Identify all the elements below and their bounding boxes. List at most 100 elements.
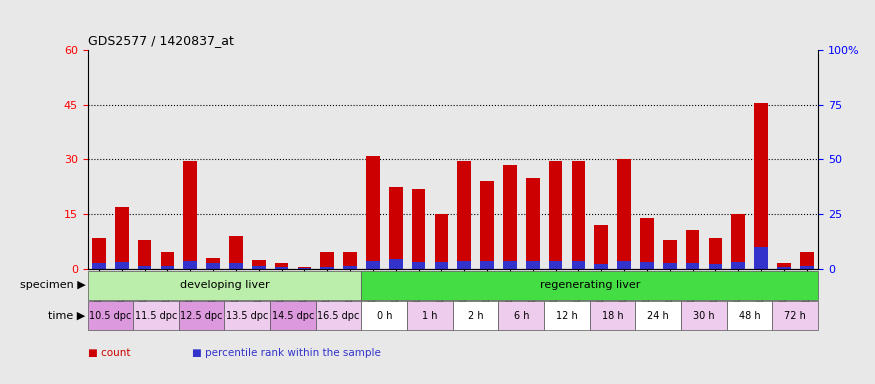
Bar [137,265,151,269]
Text: 24 h: 24 h [648,311,669,321]
Bar [480,261,494,269]
Bar [617,261,631,269]
Text: 72 h: 72 h [784,311,806,321]
Bar [298,267,311,269]
Bar [412,262,425,269]
Bar [343,265,357,269]
Bar [549,161,563,269]
Bar [503,261,517,269]
Text: 30 h: 30 h [693,311,715,321]
Bar [270,301,316,330]
Bar [453,301,499,330]
Bar [681,301,727,330]
Bar [343,252,357,269]
Bar [526,261,540,269]
Bar [361,301,407,330]
Bar [252,260,266,269]
Bar [640,218,654,269]
Text: developing liver: developing liver [179,280,270,290]
Text: ■ count: ■ count [88,348,130,358]
Bar [206,258,220,269]
Bar [275,263,289,269]
Bar [320,252,334,269]
Bar [800,252,814,269]
Text: 12.5 dpc: 12.5 dpc [180,311,223,321]
Text: 12 h: 12 h [556,311,578,321]
Bar [435,214,448,269]
Bar [732,262,746,269]
Bar [320,266,334,269]
Bar [458,161,471,269]
Bar [298,268,311,269]
Bar [777,266,791,269]
Bar [184,161,197,269]
Bar [635,301,681,330]
Bar [407,301,453,330]
Text: specimen ▶: specimen ▶ [20,280,86,290]
Bar [549,261,563,269]
Bar [754,103,768,269]
Bar [275,266,289,269]
Bar [777,263,791,269]
Text: 13.5 dpc: 13.5 dpc [226,311,269,321]
Text: 14.5 dpc: 14.5 dpc [272,311,314,321]
Bar [480,181,494,269]
Text: 48 h: 48 h [738,311,760,321]
Bar [709,238,722,269]
Bar [503,165,517,269]
Text: 2 h: 2 h [468,311,484,321]
Bar [754,247,768,269]
Bar [366,261,380,269]
Text: GDS2577 / 1420837_at: GDS2577 / 1420837_at [88,34,234,47]
Bar [571,261,585,269]
Text: 10.5 dpc: 10.5 dpc [89,311,131,321]
Bar [115,262,129,269]
Bar [366,156,380,269]
Bar [88,301,133,330]
Text: time ▶: time ▶ [48,311,86,321]
Bar [773,301,818,330]
Bar [640,262,654,269]
Bar [229,236,242,269]
Bar [225,301,270,330]
Bar [92,263,106,269]
Text: 11.5 dpc: 11.5 dpc [135,311,177,321]
Bar [732,214,746,269]
Bar [663,240,676,269]
Text: 1 h: 1 h [423,311,438,321]
Bar [115,207,129,269]
Bar [361,271,818,300]
Bar [178,301,225,330]
Bar [92,238,106,269]
Bar [499,301,544,330]
Bar [594,265,608,269]
Text: 18 h: 18 h [602,311,624,321]
Bar [184,261,197,269]
Bar [88,271,361,300]
Bar [686,263,699,269]
Text: 0 h: 0 h [376,311,392,321]
Bar [316,301,361,330]
Bar [412,189,425,269]
Bar [133,301,178,330]
Bar [617,159,631,269]
Bar [663,263,676,269]
Bar [526,178,540,269]
Bar [594,225,608,269]
Bar [388,187,402,269]
Bar [388,259,402,269]
Bar [229,263,242,269]
Bar [571,161,585,269]
Text: 16.5 dpc: 16.5 dpc [318,311,360,321]
Text: ■ percentile rank within the sample: ■ percentile rank within the sample [192,348,382,358]
Bar [435,262,448,269]
Bar [161,252,174,269]
Bar [686,230,699,269]
Bar [458,261,471,269]
Bar [206,263,220,269]
Text: 6 h: 6 h [514,311,529,321]
Bar [709,265,722,269]
Bar [727,301,773,330]
Bar [252,265,266,269]
Bar [161,265,174,269]
